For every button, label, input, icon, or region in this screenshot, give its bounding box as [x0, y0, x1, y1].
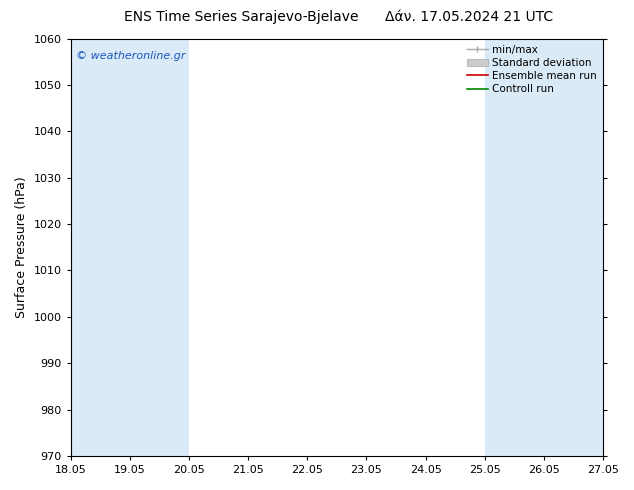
- Bar: [544, 39, 603, 456]
- Text: ENS Time Series Sarajevo-Bjelave: ENS Time Series Sarajevo-Bjelave: [124, 10, 358, 24]
- Text: Δάν. 17.05.2024 21 UTC: Δάν. 17.05.2024 21 UTC: [385, 10, 553, 24]
- Text: © weatheronline.gr: © weatheronline.gr: [76, 51, 186, 61]
- Bar: [130, 39, 189, 456]
- Bar: [71, 39, 130, 456]
- Bar: [485, 39, 544, 456]
- Legend: min/max, Standard deviation, Ensemble mean run, Controll run: min/max, Standard deviation, Ensemble me…: [463, 41, 601, 98]
- Y-axis label: Surface Pressure (hPa): Surface Pressure (hPa): [15, 176, 28, 318]
